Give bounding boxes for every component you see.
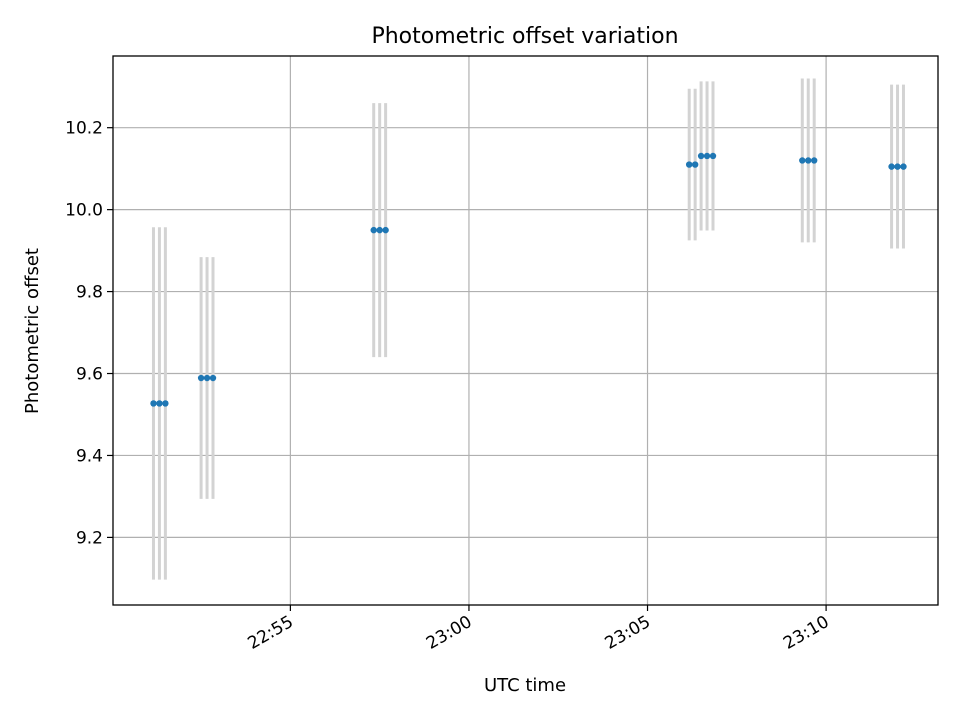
- y-tick-label: 9.4: [76, 446, 103, 466]
- grid-layer: [113, 56, 938, 605]
- data-point: [685, 161, 693, 168]
- plot-frame: [112, 55, 939, 606]
- data-point: [805, 157, 812, 164]
- data-point: [691, 161, 699, 168]
- y-tick-label: 9.2: [76, 528, 103, 548]
- data-point: [376, 226, 383, 234]
- data-point: [370, 226, 377, 234]
- y-axis-label: Photometric offset: [22, 248, 43, 414]
- data-point: [156, 400, 163, 407]
- data-point: [197, 374, 205, 382]
- y-tick-label: 10.0: [65, 201, 103, 221]
- data-point: [900, 163, 907, 170]
- data-point: [703, 152, 711, 160]
- y-tick-label: 9.6: [76, 365, 103, 385]
- data-point: [203, 374, 211, 382]
- y-tick-label: 9.8: [76, 283, 103, 303]
- data-point: [888, 163, 895, 170]
- chart-title: Photometric offset variation: [371, 24, 678, 49]
- data-point: [799, 157, 806, 164]
- data-point: [697, 152, 705, 160]
- data-point: [209, 374, 217, 382]
- x-axis-label: UTC time: [484, 675, 566, 696]
- y-tick-label: 10.2: [65, 119, 103, 139]
- data-point: [382, 226, 389, 234]
- data-point: [810, 157, 818, 164]
- data-point: [150, 400, 157, 407]
- data-point: [709, 152, 717, 160]
- data-point: [894, 163, 901, 170]
- data-point: [162, 400, 169, 407]
- data-point-layer: [150, 152, 907, 407]
